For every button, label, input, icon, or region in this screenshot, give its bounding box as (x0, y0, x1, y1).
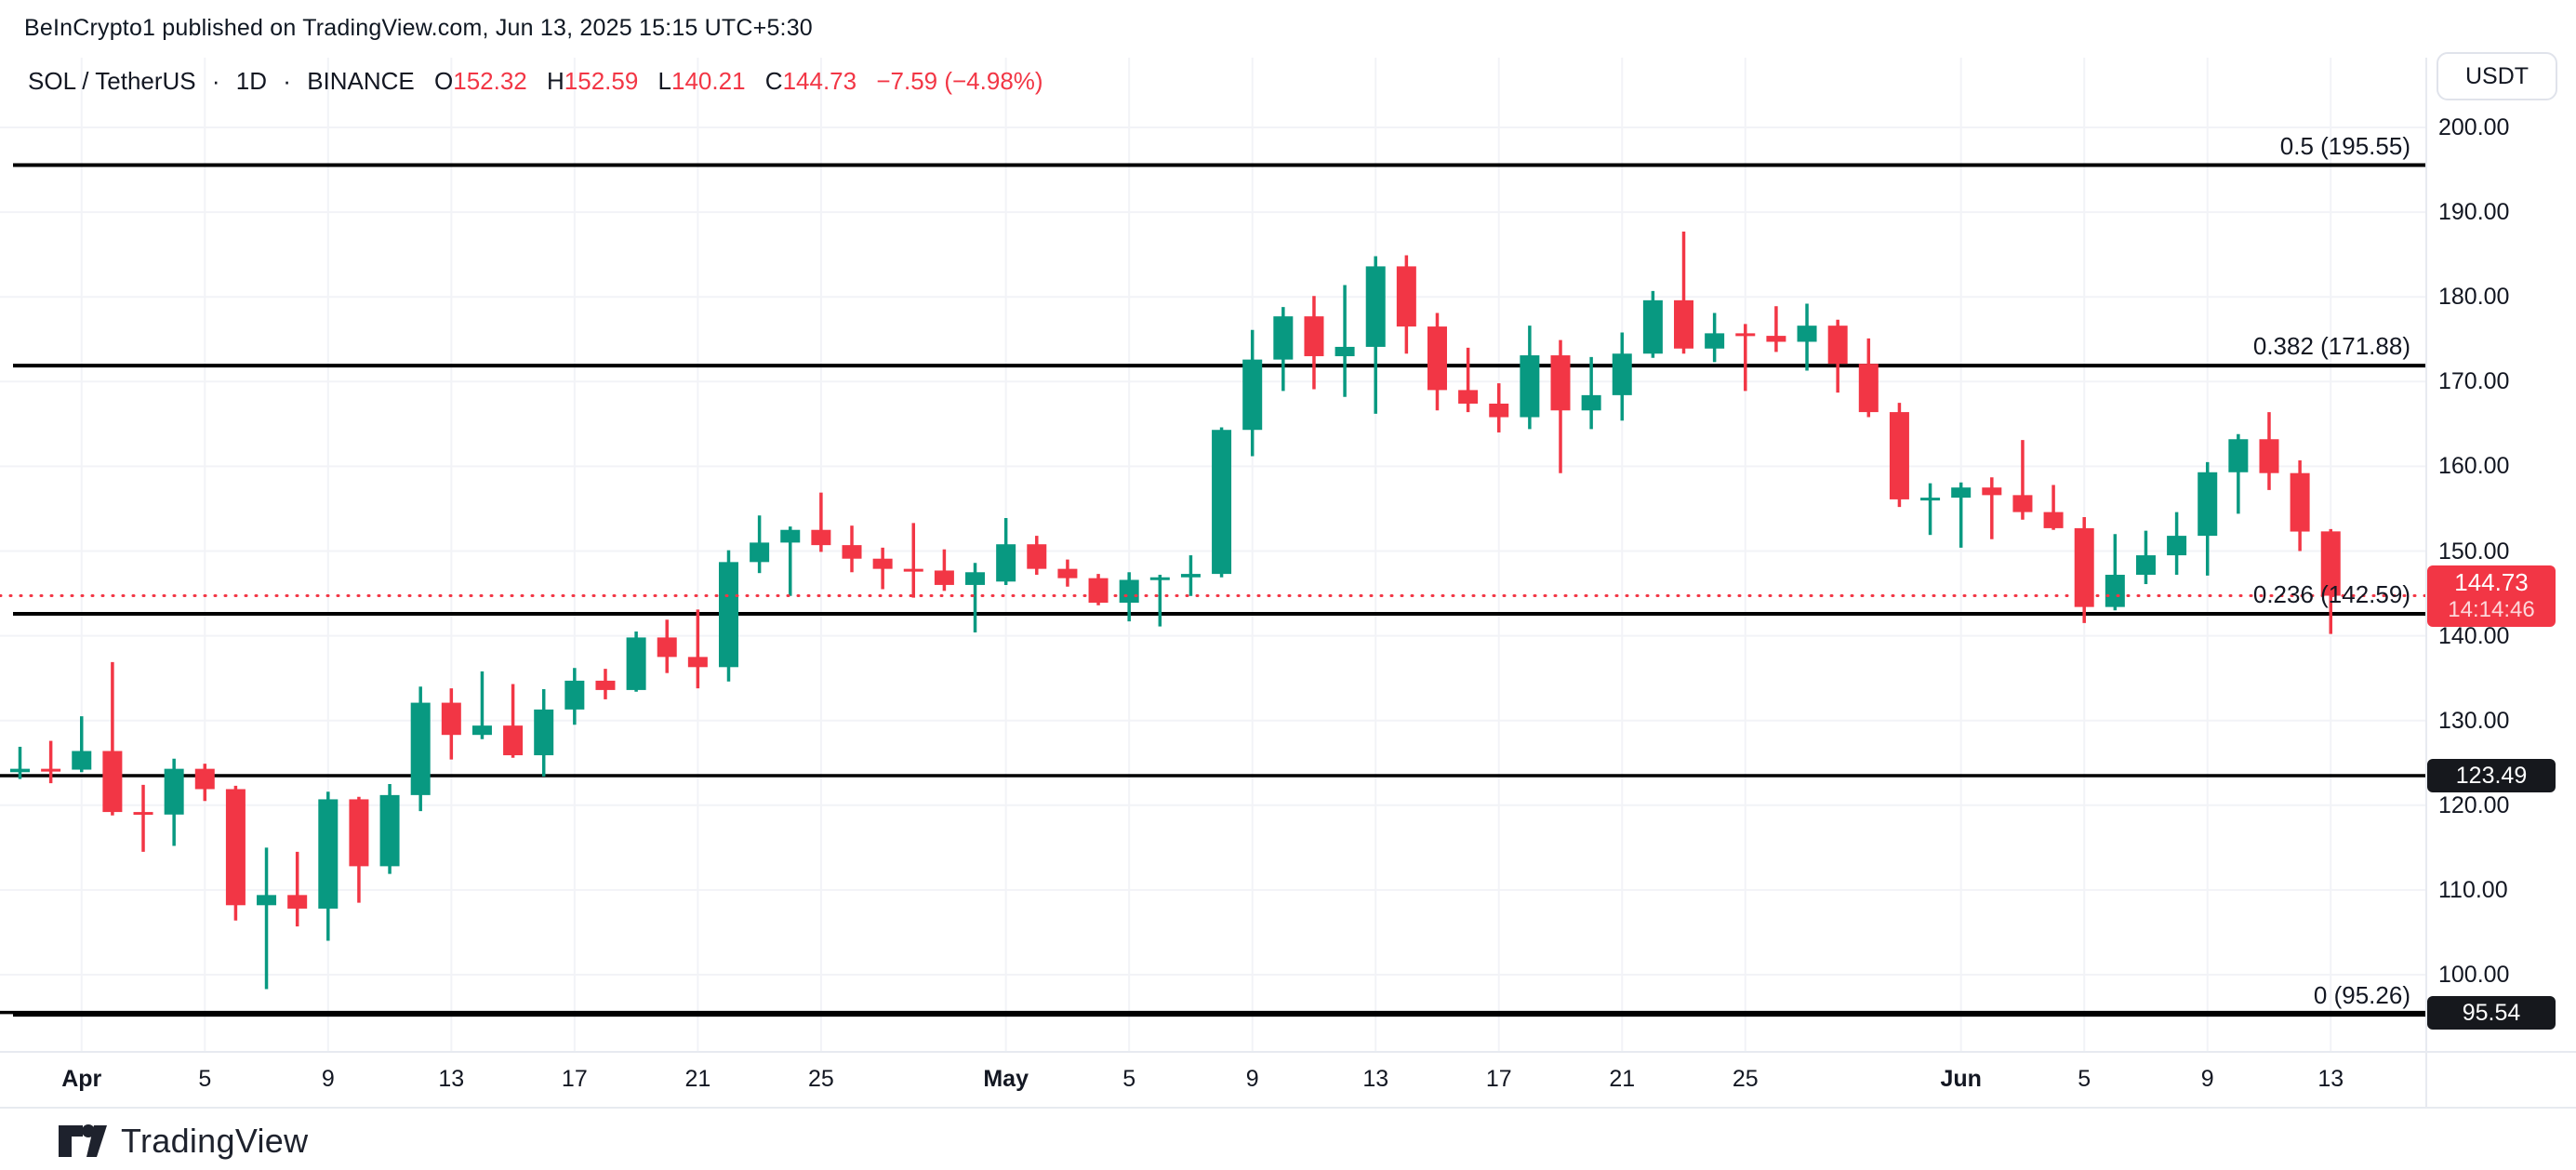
price-tick-label: 150.00 (2438, 538, 2510, 565)
time-scale[interactable]: Apr 5 9 13 17 21 25 May 5 9 13 17 21 25 Jun 5 9 13 (0, 1051, 2576, 1109)
ohlc-low: L140.21 (657, 67, 746, 95)
last-price-tag: 144.73 14:14:46 (2427, 565, 2556, 627)
price-tick-label: 190.00 (2438, 199, 2510, 226)
exchange-label[interactable]: BINANCE (307, 67, 415, 95)
time-tick-label: May (983, 1066, 1029, 1092)
time-tick-label: 13 (438, 1066, 465, 1092)
time-tick-label: 25 (807, 1066, 834, 1092)
legend-separator: · (211, 67, 220, 95)
time-axis-top-border (0, 1051, 2576, 1053)
time-axis-bottom-border (0, 1107, 2576, 1109)
currency-toggle-button[interactable]: USDT (2437, 52, 2557, 100)
price-tick-label: 180.00 (2438, 284, 2510, 311)
time-tick-label: Apr (61, 1066, 102, 1092)
price-scale[interactable]: USDT 100.00 110.00 120.00 130.00 140.00 150.0… (2425, 52, 2576, 1109)
legend-separator: · (283, 67, 291, 95)
price-tick-label: 130.00 (2438, 707, 2510, 734)
time-tick-label: 13 (2317, 1066, 2344, 1092)
fib-level-label: 0.236 (142.59) (2252, 580, 2410, 608)
time-tick-label: 17 (561, 1066, 588, 1092)
time-tick-label: 17 (1485, 1066, 1512, 1092)
symbol-name[interactable]: SOL / TetherUS (28, 67, 196, 95)
price-tick-label: 170.00 (2438, 368, 2510, 395)
symbol-legend[interactable]: SOL / TetherUS · 1D · BINANCE O152.32 H1… (28, 67, 1043, 96)
time-tick-label: 9 (2200, 1066, 2214, 1092)
tradingview-brand-text: TradingView (121, 1122, 309, 1160)
candlestick-chart-canvas[interactable] (0, 58, 2576, 1060)
change-value: −7.59 (−4.98%) (876, 67, 1043, 95)
interval-label[interactable]: 1D (235, 67, 268, 95)
time-tick-label: 25 (1732, 1066, 1759, 1092)
published-attribution-text: BeInCrypto1 published on TradingView.com… (24, 15, 813, 41)
price-tick-label: 110.00 (2438, 876, 2508, 903)
price-tick-label: 200.00 (2438, 114, 2510, 140)
price-tick-label: 120.00 (2438, 791, 2510, 818)
time-tick-label: 5 (198, 1066, 212, 1092)
fib-level-label: 0.382 (171.88) (2252, 332, 2410, 361)
price-tick-label: 140.00 (2438, 622, 2510, 649)
time-tick-label: 21 (1609, 1066, 1636, 1092)
time-tick-label: 9 (1245, 1066, 1259, 1092)
price-axis-left-border (2425, 58, 2427, 1109)
fib-level-label: 0 (95.26) (2313, 981, 2410, 1010)
time-tick-label: 9 (321, 1066, 335, 1092)
ohlc-open: O152.32 (434, 67, 527, 95)
time-tick-label: 21 (684, 1066, 711, 1092)
bar-countdown: 14:14:46 (2448, 596, 2535, 622)
ohlc-close: C144.73 (764, 67, 857, 95)
last-price-value: 144.73 (2454, 567, 2529, 596)
time-tick-label: 5 (1122, 1066, 1136, 1092)
tradingview-logo-icon (59, 1124, 107, 1157)
fib-level-label: 0.5 (195.55) (2279, 131, 2410, 160)
time-tick-label: 13 (1362, 1066, 1389, 1092)
level-price-tag: 123.49 (2427, 759, 2556, 792)
price-tick-label: 100.00 (2438, 962, 2510, 988)
tradingview-brand-link[interactable]: TradingView (58, 1122, 308, 1161)
time-tick-label: Jun (1940, 1066, 1982, 1092)
time-tick-label: 5 (2078, 1066, 2091, 1092)
price-tick-label: 160.00 (2438, 453, 2510, 480)
ohlc-high: H152.59 (547, 67, 639, 95)
level-price-tag: 95.54 (2427, 995, 2556, 1030)
